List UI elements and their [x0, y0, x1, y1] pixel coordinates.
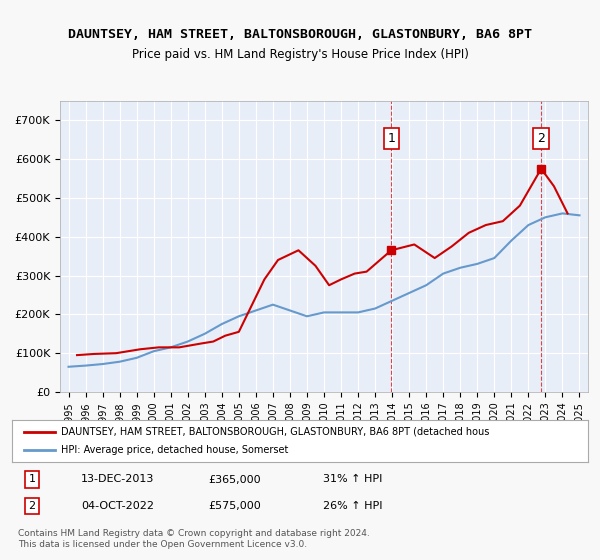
Text: Price paid vs. HM Land Registry's House Price Index (HPI): Price paid vs. HM Land Registry's House …	[131, 48, 469, 60]
Text: 2: 2	[537, 132, 545, 145]
Text: 1: 1	[388, 132, 395, 145]
Text: 1: 1	[29, 474, 35, 484]
Text: DAUNTSEY, HAM STREET, BALTONSBOROUGH, GLASTONBURY, BA6 8PT (detached hous: DAUNTSEY, HAM STREET, BALTONSBOROUGH, GL…	[61, 427, 490, 437]
Text: £575,000: £575,000	[208, 501, 260, 511]
Text: £365,000: £365,000	[208, 474, 260, 484]
Text: HPI: Average price, detached house, Somerset: HPI: Average price, detached house, Some…	[61, 445, 289, 455]
Text: 2: 2	[29, 501, 36, 511]
Text: 13-DEC-2013: 13-DEC-2013	[81, 474, 154, 484]
Text: Contains HM Land Registry data © Crown copyright and database right 2024.
This d: Contains HM Land Registry data © Crown c…	[18, 529, 370, 549]
Text: DAUNTSEY, HAM STREET, BALTONSBOROUGH, GLASTONBURY, BA6 8PT: DAUNTSEY, HAM STREET, BALTONSBOROUGH, GL…	[68, 28, 532, 41]
Text: 31% ↑ HPI: 31% ↑ HPI	[323, 474, 382, 484]
Text: 26% ↑ HPI: 26% ↑ HPI	[323, 501, 383, 511]
Text: 04-OCT-2022: 04-OCT-2022	[81, 501, 154, 511]
